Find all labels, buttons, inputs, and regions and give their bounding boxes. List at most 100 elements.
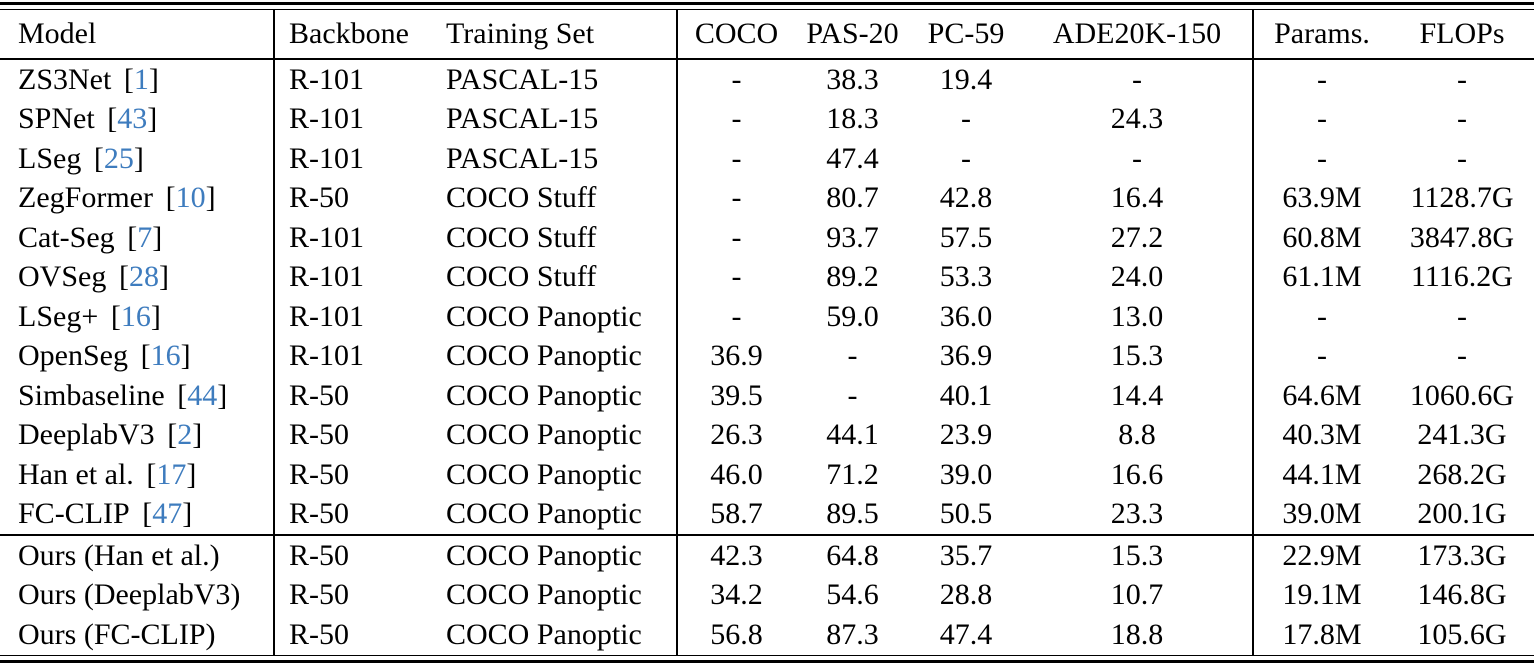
cell-ade20k150: 15.3 [1022, 336, 1254, 376]
citation-link[interactable]: 25 [103, 141, 134, 175]
cell-pas20: 80.7 [826, 181, 879, 215]
cell-coco: - [731, 299, 742, 333]
cell-coco: - [731, 141, 742, 175]
cell-params: 61.1M [1282, 260, 1362, 294]
column-header-training_set: Training Set [440, 10, 678, 60]
cell-coco: - [731, 260, 742, 294]
model-name: Cat-Seg [18, 220, 115, 254]
cell-backbone: R-50 [289, 617, 349, 651]
citation-bracket: ] [148, 62, 159, 96]
citation: [44] [177, 379, 227, 412]
cell-pc59: 35.7 [910, 534, 1022, 576]
cell-backbone: R-50 [289, 578, 349, 612]
cell-pas20: 44.1 [826, 418, 879, 452]
citation-link[interactable]: 1 [133, 62, 149, 96]
citation-link[interactable]: 17 [156, 457, 187, 491]
citation-link[interactable]: 7 [137, 220, 153, 254]
cell-ade20k150: 18.8 [1022, 615, 1254, 655]
cell-params: - [1317, 299, 1327, 333]
cell-pas20: - [847, 378, 858, 412]
cell-ade20k150: 24.3 [1022, 99, 1254, 139]
cell-training_set: COCO Panoptic [440, 336, 678, 376]
cell-model: FC-CLIP [47] [0, 494, 275, 535]
cell-model: OVSeg [28] [0, 257, 275, 297]
cell-ade20k150: 10.7 [1022, 575, 1254, 615]
model-name: LSeg+ [18, 299, 99, 333]
cell-pc59: 47.4 [939, 617, 993, 651]
citation-bracket: [ [127, 220, 138, 254]
citation-bracket: [ [177, 378, 188, 412]
cell-pc59: 36.9 [939, 339, 993, 373]
cell-ade20k150: 16.4 [1022, 178, 1254, 218]
citation: [16] [111, 300, 161, 333]
citation-link[interactable]: 16 [150, 339, 181, 373]
cell-training_set: COCO Panoptic [440, 494, 678, 535]
cell-pas20: 93.7 [826, 220, 879, 254]
cell-ade20k150: 24.0 [1022, 257, 1254, 297]
cell-backbone: R-50 [274, 534, 440, 576]
cell-training_set: PASCAL-15 [440, 59, 678, 100]
cell-backbone: R-101 [289, 102, 364, 136]
cell-model: Ours (DeeplabV3) [0, 575, 275, 615]
table-row: DeeplabV3 [2] R-50 COCO Panoptic 26.3 44.1 23.… [0, 415, 1534, 455]
cell-training_set: PASCAL-15 [440, 99, 678, 139]
cell-ade20k150: 27.2 [1022, 218, 1254, 258]
cell-model: ZS3Net [1] [0, 59, 275, 100]
table-row: ZS3Net [1] R-101 PASCAL-15-38.3 19.4- - - [0, 59, 1534, 100]
model-name: OVSeg [18, 260, 107, 294]
citation-bracket: ] [182, 497, 193, 531]
citation-link[interactable]: 43 [117, 102, 148, 136]
cell-params: 64.6M [1282, 378, 1362, 412]
column-header-model: Model [0, 10, 275, 60]
citation-link[interactable]: 44 [187, 378, 218, 412]
column-header-flops: FLOPs [1390, 10, 1534, 60]
citation-link[interactable]: 47 [152, 497, 183, 531]
cell-flops: - [1457, 62, 1467, 96]
cell-pc59: - [961, 102, 971, 136]
citation-bracket: [ [140, 339, 151, 373]
cell-pc59: 40.1 [939, 378, 993, 412]
cell-params: 40.3M [1282, 418, 1362, 452]
citation-link[interactable]: 16 [120, 299, 151, 333]
cell-training_set: COCO Panoptic [440, 297, 678, 337]
citation-bracket: [ [110, 299, 121, 333]
cell-pas20: 89.2 [826, 260, 879, 294]
cell-pas20: - [847, 339, 858, 373]
cell-pc59: 23.9 [939, 418, 993, 452]
cell-backbone: R-101 [289, 260, 364, 294]
cell-pc59: 39.0 [939, 457, 993, 491]
cell-pas20: 64.8 [795, 534, 910, 576]
citation-link[interactable]: 10 [175, 181, 206, 215]
cell-model: Han et al. [17] [0, 455, 275, 495]
cell-coco: - [731, 220, 742, 254]
cell-pc59: 57.5 [939, 220, 993, 254]
cell-coco: - [731, 102, 742, 136]
table-row: Han et al. [17] R-50 COCO Panoptic 46.0 71.2 3… [0, 455, 1534, 495]
table-row: SPNet [43] R-101 PASCAL-15 - 18.3 - 24.3 - - [0, 99, 1534, 139]
cell-backbone: R-50 [289, 378, 349, 412]
table-row: Cat-Seg [7] R-101 COCO Stuff - 93.7 57.5 27.2 60… [0, 218, 1534, 258]
cell-params: 22.9M [1253, 534, 1390, 576]
top-rule [0, 2, 1534, 10]
model-name: FC-CLIP [18, 497, 130, 531]
bottom-rule [0, 654, 1534, 663]
citation-link[interactable]: 2 [177, 418, 193, 452]
cell-ade20k150: 16.6 [1022, 455, 1254, 495]
cell-params: - [1317, 102, 1327, 136]
cell-pas20: 71.2 [826, 457, 879, 491]
citation-bracket: ] [133, 141, 144, 175]
column-header-params: Params. [1253, 10, 1390, 60]
citation: [1] [124, 63, 159, 96]
cell-coco: 46.0 [710, 457, 763, 491]
cell-model: LSeg [25] [0, 139, 275, 179]
cell-ade20k150: 23.3 [1022, 494, 1254, 535]
citation-bracket: ] [150, 299, 161, 333]
cell-training_set: COCO Panoptic [440, 575, 678, 615]
citation-bracket: [ [123, 62, 134, 96]
citation: [2] [167, 418, 202, 451]
model-name: LSeg [18, 141, 82, 175]
table-row: ZegFormer [10] R-50 COCO Stuff - 80.7 42.8 16.4… [0, 178, 1534, 218]
cell-flops: 241.3G [1417, 418, 1507, 452]
citation-link[interactable]: 28 [128, 260, 159, 294]
